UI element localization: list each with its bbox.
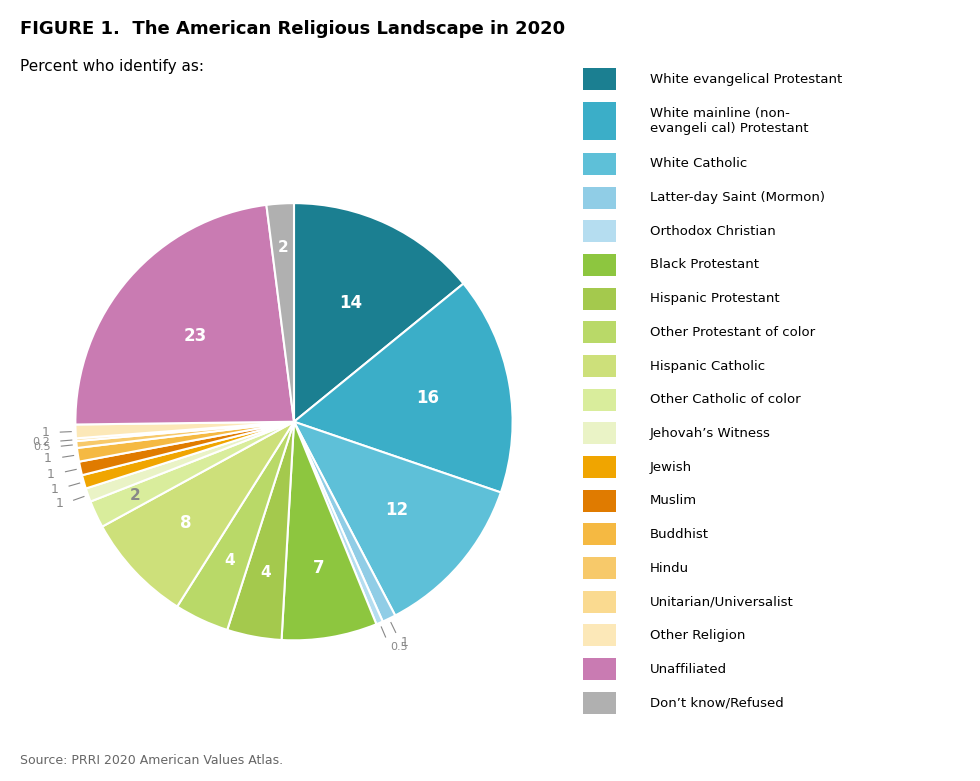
Text: Other Catholic of color: Other Catholic of color (650, 393, 801, 406)
Text: Buddhist: Buddhist (650, 528, 709, 541)
Text: 1: 1 (56, 497, 64, 510)
Text: Other Protestant of color: Other Protestant of color (650, 326, 814, 339)
Wedge shape (294, 203, 464, 422)
Text: 16: 16 (416, 389, 439, 407)
Text: 0.5: 0.5 (33, 442, 51, 452)
Text: 0.5: 0.5 (390, 642, 408, 652)
Text: Hispanic Catholic: Hispanic Catholic (650, 359, 764, 373)
Wedge shape (267, 203, 294, 422)
Text: 8: 8 (180, 515, 191, 533)
Text: Jewish: Jewish (650, 461, 692, 473)
Text: 1: 1 (47, 468, 55, 480)
Wedge shape (90, 422, 294, 526)
Wedge shape (294, 422, 383, 624)
Text: Hindu: Hindu (650, 562, 689, 575)
Text: Percent who identify as:: Percent who identify as: (20, 59, 204, 73)
Wedge shape (86, 422, 294, 501)
Bar (583, 523, 616, 545)
Text: White evangelical Protestant: White evangelical Protestant (650, 73, 842, 86)
Text: Unitarian/Universalist: Unitarian/Universalist (650, 595, 794, 608)
Wedge shape (294, 422, 501, 615)
Wedge shape (76, 422, 294, 441)
Wedge shape (82, 422, 294, 488)
Wedge shape (79, 422, 294, 475)
Text: Muslim: Muslim (650, 494, 697, 507)
Text: Source: PRRI 2020 American Values Atlas.: Source: PRRI 2020 American Values Atlas. (20, 754, 282, 767)
Bar (583, 287, 616, 309)
Wedge shape (77, 422, 294, 462)
Bar (583, 590, 616, 613)
Text: Jehovah’s Witness: Jehovah’s Witness (650, 427, 770, 440)
Text: Hispanic Protestant: Hispanic Protestant (650, 292, 779, 305)
Wedge shape (294, 284, 513, 493)
Bar (583, 153, 616, 175)
Text: Unaffiliated: Unaffiliated (650, 662, 727, 676)
Wedge shape (177, 422, 294, 630)
Text: 12: 12 (385, 501, 409, 519)
Text: Don’t know/Refused: Don’t know/Refused (650, 697, 783, 709)
Bar (583, 658, 616, 680)
Text: 4: 4 (223, 553, 234, 568)
Text: 23: 23 (183, 326, 207, 344)
Text: 4: 4 (261, 565, 271, 580)
Text: FIGURE 1.  The American Religious Landscape in 2020: FIGURE 1. The American Religious Landsca… (20, 20, 564, 37)
Text: 7: 7 (313, 559, 324, 577)
Bar (583, 254, 616, 276)
Text: Orthodox Christian: Orthodox Christian (650, 225, 775, 237)
Text: 14: 14 (339, 294, 362, 312)
Text: Latter-day Saint (Mormon): Latter-day Saint (Mormon) (650, 191, 825, 204)
Bar (583, 456, 616, 478)
Text: 0.2: 0.2 (32, 437, 50, 447)
Text: White mainline (non-
evangeli cal) Protestant: White mainline (non- evangeli cal) Prote… (650, 107, 808, 135)
Text: 1: 1 (51, 483, 59, 496)
Bar (583, 557, 616, 579)
Bar (583, 321, 616, 344)
Bar (583, 490, 616, 512)
Wedge shape (227, 422, 294, 640)
Bar (583, 69, 616, 91)
Bar (583, 692, 616, 714)
Bar (583, 187, 616, 209)
Wedge shape (75, 205, 294, 425)
Wedge shape (294, 422, 395, 622)
Text: White Catholic: White Catholic (650, 158, 747, 170)
Wedge shape (281, 422, 376, 640)
Text: 2: 2 (277, 240, 288, 255)
Bar (583, 423, 616, 444)
Text: 1: 1 (41, 426, 49, 439)
Bar (583, 355, 616, 377)
Text: 1: 1 (401, 636, 409, 649)
Text: Black Protestant: Black Protestant (650, 259, 759, 272)
Text: 1: 1 (44, 452, 52, 465)
Wedge shape (102, 422, 294, 607)
Bar (583, 220, 616, 242)
Bar (583, 102, 616, 140)
Text: Other Religion: Other Religion (650, 629, 745, 642)
Bar (583, 625, 616, 647)
Wedge shape (75, 422, 294, 438)
Wedge shape (76, 422, 294, 448)
Text: 2: 2 (130, 488, 141, 503)
Bar (583, 389, 616, 411)
